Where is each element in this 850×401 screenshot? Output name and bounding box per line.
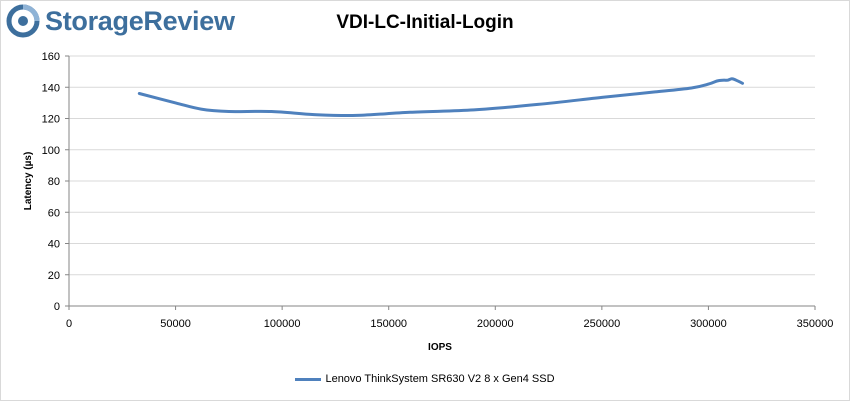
chart-title: VDI-LC-Initial-Login bbox=[336, 12, 514, 33]
x-tick-label: 200000 bbox=[477, 318, 514, 330]
y-tick-label: 0 bbox=[54, 301, 60, 313]
x-axis-ticks: 0 50000 100000 150000 200000 250000 300000 3500… bbox=[66, 306, 833, 330]
legend: Lenovo ThinkSystem SR630 V2 8 x Gen4 SSD bbox=[0, 373, 850, 385]
y-tick-label: 40 bbox=[48, 239, 60, 251]
x-tick-label: 300000 bbox=[690, 318, 727, 330]
y-tick-label: 140 bbox=[42, 82, 60, 94]
x-tick-label: 350000 bbox=[797, 318, 834, 330]
x-tick-label: 50000 bbox=[160, 318, 191, 330]
storagereview-logo-icon bbox=[6, 4, 40, 38]
series-line bbox=[137, 77, 744, 118]
x-axis-title: IOPS bbox=[428, 342, 452, 353]
x-tick-label: 250000 bbox=[583, 318, 620, 330]
x-tick-label: 150000 bbox=[370, 318, 407, 330]
legend-swatch bbox=[295, 377, 322, 381]
y-axis-ticks: 0 20 40 60 80 100 120 140 160 bbox=[42, 51, 69, 313]
brand-name: StorageReview bbox=[45, 5, 235, 36]
series-group bbox=[137, 77, 744, 118]
storagereview-logo: StorageReview bbox=[6, 4, 235, 38]
legend-label: Lenovo ThinkSystem SR630 V2 8 x Gen4 SSD bbox=[325, 373, 555, 385]
y-tick-label: 80 bbox=[48, 176, 60, 188]
x-tick-label: 100000 bbox=[264, 318, 301, 330]
x-tick-label: 0 bbox=[66, 318, 72, 330]
y-tick-label: 100 bbox=[42, 145, 60, 157]
y-tick-label: 60 bbox=[48, 207, 60, 219]
y-tick-label: 20 bbox=[48, 270, 60, 282]
y-tick-label: 160 bbox=[42, 51, 60, 63]
y-tick-label: 120 bbox=[42, 114, 60, 126]
y-axis-title: Latency (µs) bbox=[23, 152, 34, 211]
gridlines bbox=[69, 55, 815, 276]
